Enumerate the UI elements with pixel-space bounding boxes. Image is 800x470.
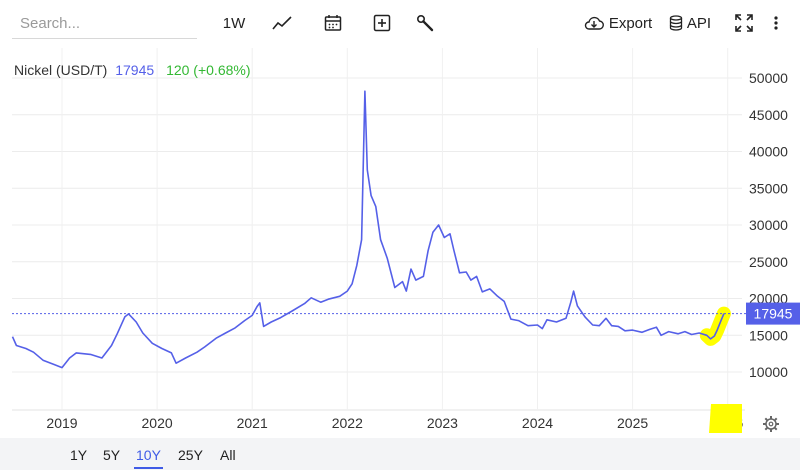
more-menu-button[interactable] [768, 10, 784, 36]
settings-button[interactable] [763, 416, 779, 432]
api-label: API [686, 14, 712, 32]
gear-teeth-icon [763, 416, 779, 432]
y-tick-label: 10000 [749, 364, 788, 380]
x-tick-label: 2019 [46, 415, 77, 431]
legend-change: 120 (+0.68%) [166, 62, 251, 78]
range-button-5y[interactable]: 5Y [103, 447, 121, 463]
chart-toolbar: 1W Expo [0, 0, 800, 48]
chart-gridlines [12, 48, 745, 411]
plus-box-icon [373, 14, 391, 32]
export-label: Export [608, 14, 653, 32]
y-tick-label: 25000 [749, 254, 788, 270]
y-tick-label: 35000 [749, 180, 788, 196]
price-tag-background [746, 302, 800, 325]
y-tick-label: 30000 [749, 217, 788, 233]
tools-button[interactable] [414, 10, 436, 36]
y-tick-label: 40000 [749, 144, 788, 160]
cloud-download-icon [584, 16, 604, 30]
highlight-marker-2026 [709, 404, 742, 433]
x-tick-label: 2024 [522, 415, 553, 431]
legend-symbol: Nickel (USD/T) [14, 62, 108, 78]
y-tick-label: 50000 [749, 70, 788, 86]
range-button-1y[interactable]: 1Y [70, 447, 88, 463]
fullscreen-button[interactable] [733, 10, 755, 36]
interval-button[interactable]: 1W [222, 14, 246, 32]
kebab-menu-icon [774, 16, 778, 30]
x-axis: 20192020202120222023202420252026 [46, 415, 743, 431]
wrench-icon [416, 14, 434, 32]
search-input[interactable] [12, 9, 197, 39]
add-indicator-button[interactable] [371, 10, 393, 36]
line-chart-icon [272, 16, 292, 30]
range-button-all[interactable]: All [220, 447, 236, 463]
chart-legend: Nickel (USD/T) 17945 120 (+0.68%) [14, 62, 251, 78]
y-tick-label: 20000 [749, 291, 788, 307]
x-tick-label: 2022 [332, 415, 363, 431]
database-icon [669, 15, 683, 31]
date-range-button[interactable] [322, 10, 344, 36]
x-tick-label: 2020 [142, 415, 173, 431]
api-button[interactable]: API [668, 10, 712, 36]
range-selector: 1Y 5Y 10Y 25Y All [0, 438, 800, 470]
highlight-marks [699, 306, 742, 433]
last-price-tag: 17945 [746, 302, 800, 325]
price-chart[interactable]: 10000 15000 20000 25000 30000 35000 40000 45000… [0, 48, 800, 438]
x-tick-label: 2025 [617, 415, 648, 431]
legend-price: 17945 [115, 62, 155, 78]
x-tick-label: 2021 [237, 415, 268, 431]
export-button[interactable]: Export [583, 10, 653, 36]
range-button-25y[interactable]: 25Y [178, 447, 203, 463]
gear-hub-icon [768, 421, 774, 427]
series-line [11, 90, 725, 369]
price-tag-label: 17945 [754, 306, 793, 322]
range-button-10y[interactable]: 10Y [134, 445, 163, 469]
y-tick-label: 45000 [749, 107, 788, 123]
x-tick-label: 2023 [427, 415, 458, 431]
calendar-icon [324, 15, 342, 31]
chart-type-button[interactable] [270, 10, 294, 36]
gear-icon [765, 418, 777, 430]
y-axis: 10000 15000 20000 25000 30000 35000 40000 45000… [749, 70, 788, 380]
expand-icon [735, 14, 753, 32]
y-tick-label: 15000 [749, 327, 788, 343]
